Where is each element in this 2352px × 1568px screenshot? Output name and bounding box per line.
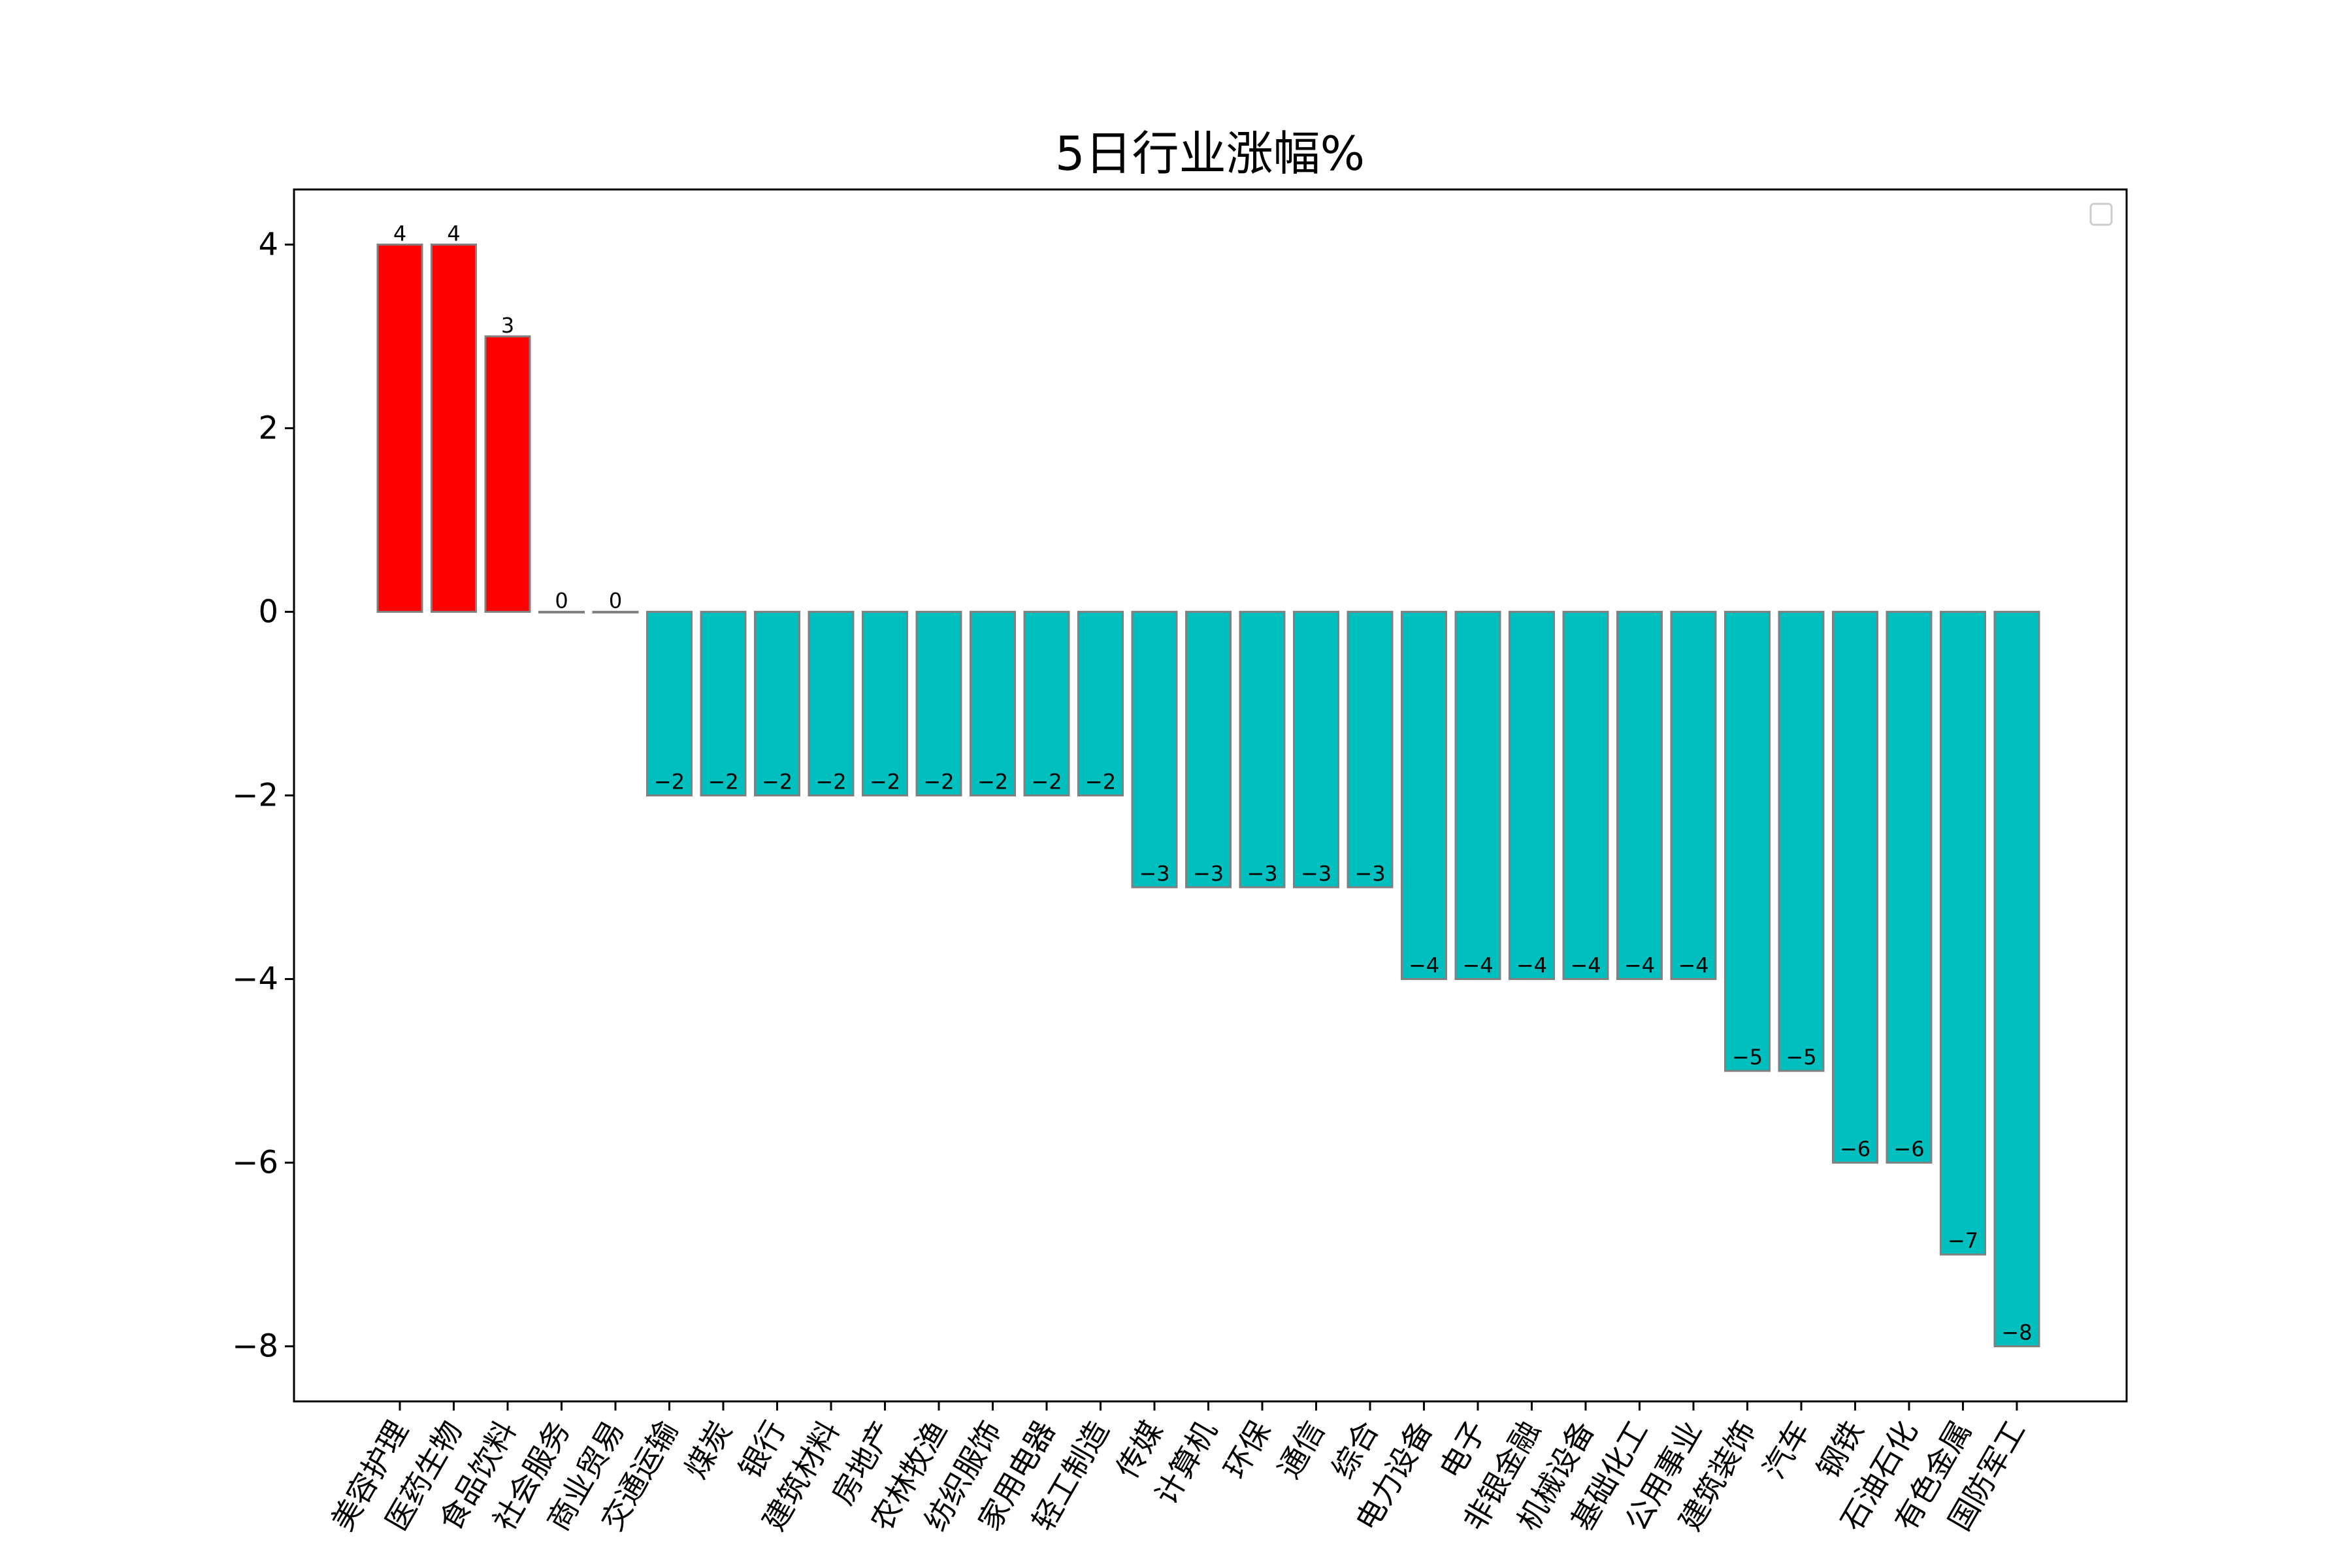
bar (431, 243, 477, 613)
bar-data-label: −6 (1893, 1137, 1924, 1162)
bars-layer: 4 430 0−2 −2 −2 −2 −2 −2 −2 −2 −2−3 −3 −3 −3 −3−4 −4 −4−… (376, 221, 2040, 1348)
y-tick-label: −6 (232, 1145, 278, 1181)
bar (862, 610, 908, 796)
bar (1347, 610, 1394, 889)
bar (1454, 610, 1501, 981)
bar-data-label: −3 (1301, 861, 1331, 886)
bar-data-label: −4 (1570, 953, 1601, 978)
bar (808, 610, 855, 796)
bar-data-label: −2 (1085, 770, 1116, 794)
bar-data-label: 4 (447, 221, 460, 246)
bar-data-label: −2 (870, 770, 900, 794)
bar (1886, 610, 1933, 1164)
bar-data-label: −3 (1139, 861, 1169, 886)
bar-data-label: −4 (1409, 953, 1439, 978)
bar-data-label: −8 (2001, 1320, 2032, 1345)
bar-data-label: 3 (501, 313, 514, 338)
x-tick-label: 通信 (1271, 1415, 1331, 1485)
bar-data-label: 4 (393, 221, 406, 246)
bar (754, 610, 800, 796)
y-tick-label: 2 (258, 410, 278, 446)
bar (1509, 610, 1555, 981)
bar (376, 243, 423, 613)
bar-data-label: −4 (1462, 953, 1493, 978)
bar (1185, 610, 1232, 889)
x-tick-label: 环保 (1217, 1415, 1278, 1485)
bar-data-label: −3 (1354, 861, 1385, 886)
y-tick-label: −8 (232, 1328, 278, 1365)
bar (915, 610, 962, 796)
y-tick-label: −2 (232, 777, 278, 814)
y-tick-label: 0 (258, 593, 278, 630)
bar (1940, 610, 1986, 1256)
bar-data-label: −4 (1624, 953, 1655, 978)
bar (484, 335, 531, 613)
bar-data-label: −2 (1031, 770, 1062, 794)
bar (1239, 610, 1286, 889)
bar-data-label: −2 (923, 770, 954, 794)
x-tick-label: 汽车 (1756, 1415, 1817, 1485)
y-tick-label: −4 (232, 961, 278, 998)
bar-data-label: 0 (555, 588, 568, 613)
bar-data-label: −2 (762, 770, 792, 794)
bar (646, 610, 693, 796)
bar (1993, 610, 2040, 1348)
bar-data-label: −4 (1516, 953, 1547, 978)
y-tick-label: 4 (258, 226, 278, 263)
bar-data-label: −5 (1786, 1045, 1816, 1070)
bar-data-label: −4 (1678, 953, 1708, 978)
bar (970, 610, 1016, 796)
bar (1077, 610, 1124, 796)
bar (1293, 610, 1339, 889)
bar-data-label: −2 (815, 770, 846, 794)
bar (1562, 610, 1609, 981)
bar (1670, 610, 1717, 981)
bar (1131, 610, 1178, 889)
legend-box (2089, 203, 2113, 226)
bar (1616, 610, 1663, 981)
x-tick-label: 煤炭 (678, 1415, 739, 1485)
bar-data-label: −3 (1193, 861, 1224, 886)
bar-data-label: −5 (1732, 1045, 1763, 1070)
bar (1401, 610, 1447, 981)
bar-data-label: 0 (609, 588, 622, 613)
bar-data-label: −6 (1840, 1137, 1870, 1162)
bar (700, 610, 747, 796)
chart-title: 5日行业涨幅% (1055, 126, 1365, 181)
bar (1023, 610, 1070, 796)
bar-data-label: −2 (977, 770, 1008, 794)
bar (1832, 610, 1878, 1164)
bar-data-label: −2 (654, 770, 685, 794)
bar-data-label: −3 (1247, 861, 1277, 886)
bar (1778, 610, 1825, 1072)
bar-data-label: −7 (1948, 1228, 1978, 1253)
bar (1724, 610, 1771, 1072)
bar-data-label: −2 (708, 770, 738, 794)
